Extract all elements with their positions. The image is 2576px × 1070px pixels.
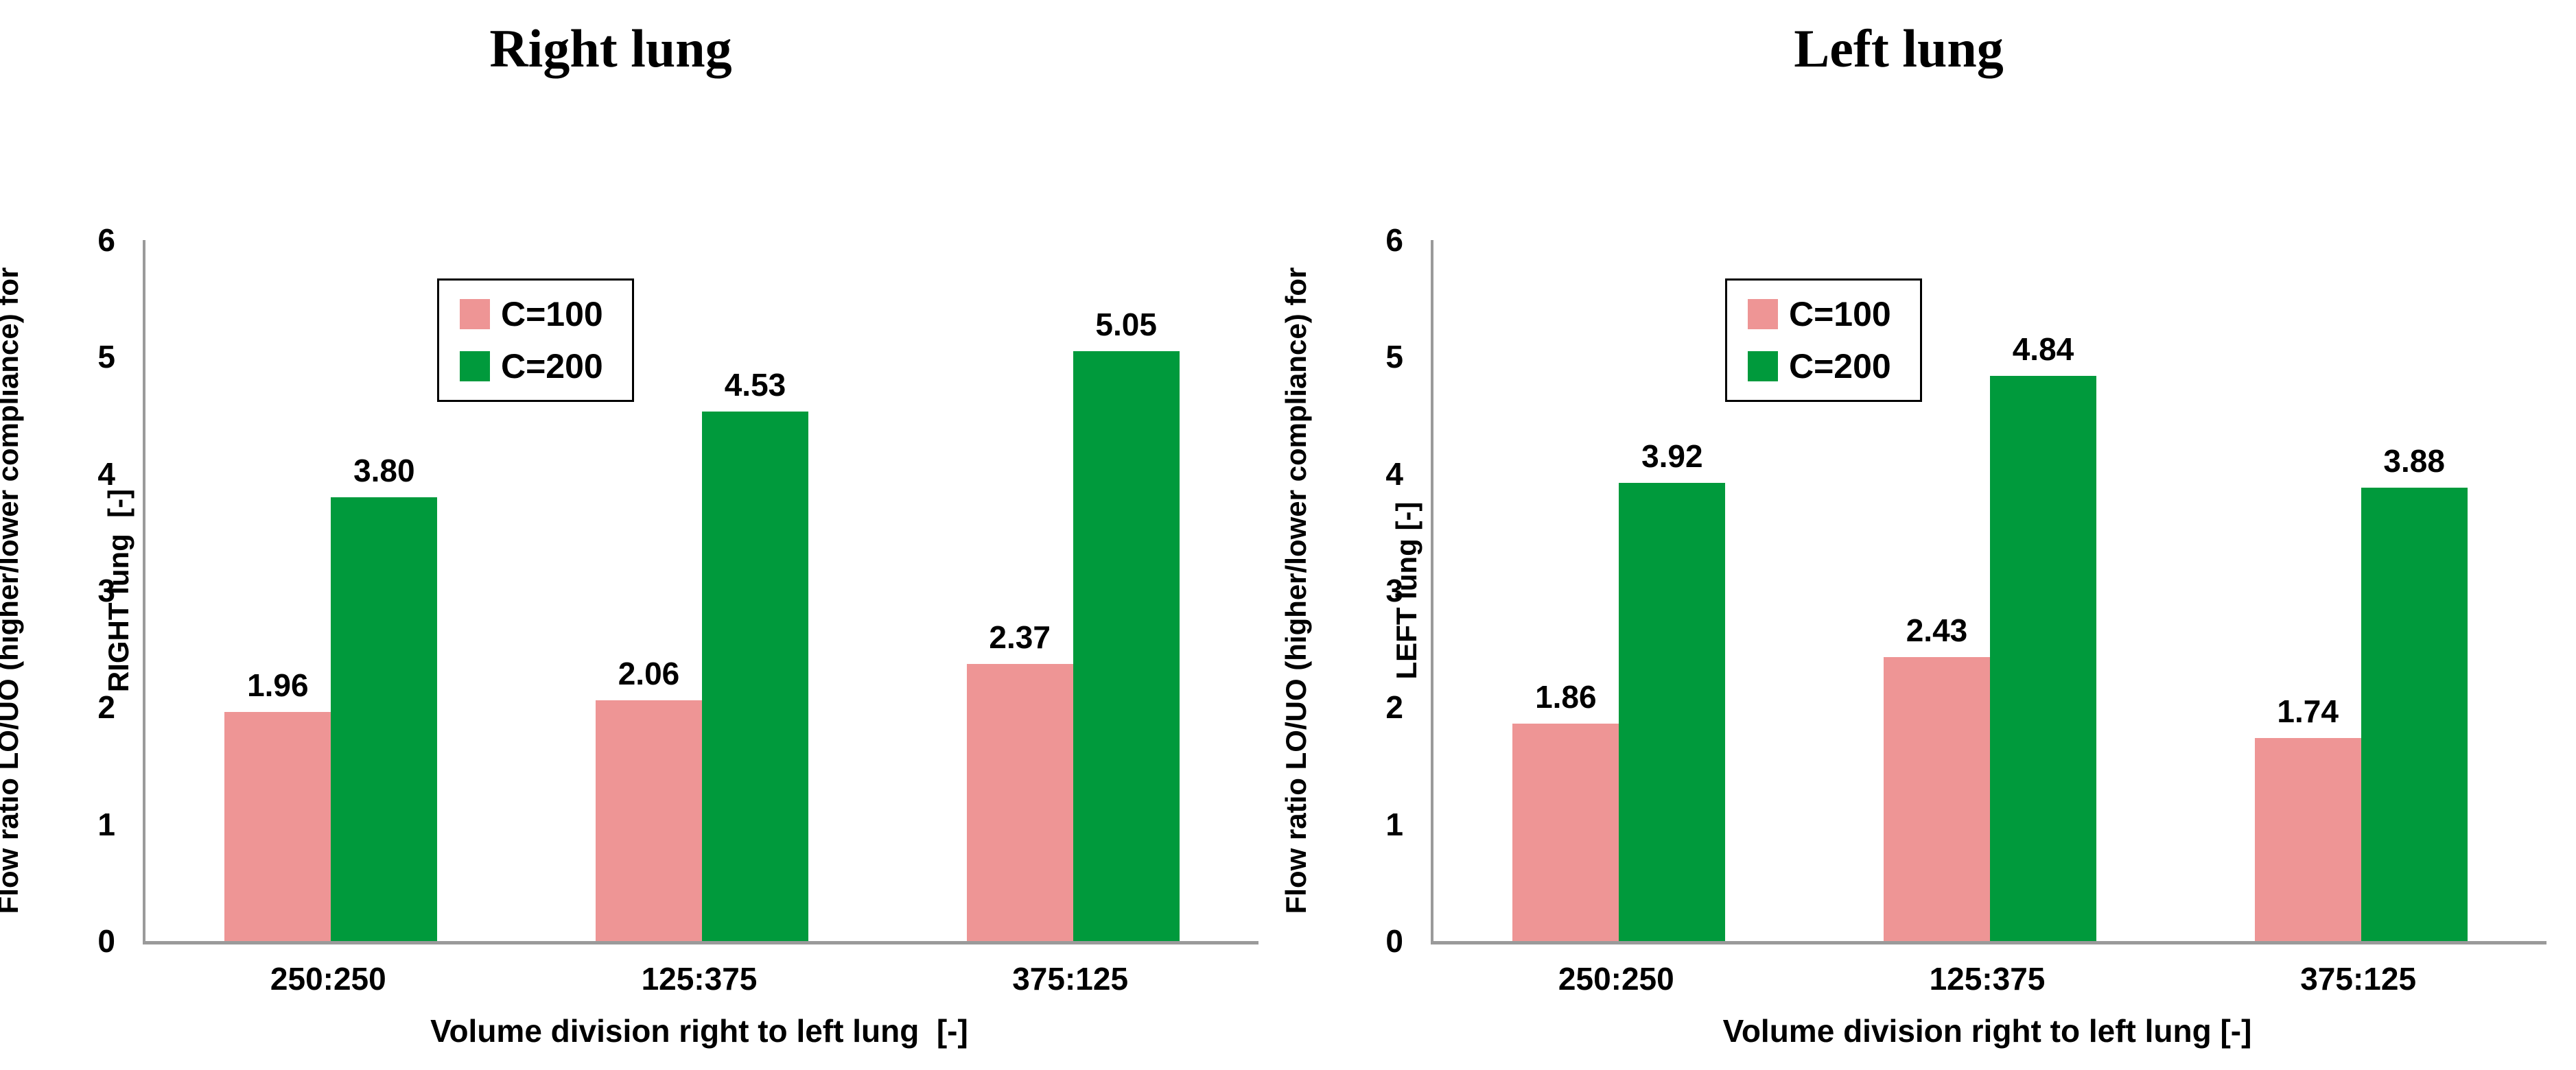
bar-c100	[224, 712, 331, 941]
y-tick-label: 4	[97, 455, 115, 492]
chart-title: Left lung	[1794, 19, 2004, 78]
bar-column-c100: 1.74	[2254, 693, 2361, 941]
bar-c200	[1073, 351, 1180, 941]
right-lung-chart: Right lung Flow ratio LO/UO (higher/lowe…	[0, 19, 1258, 1049]
bar-c100	[2254, 738, 2361, 941]
legend-label: C=200	[501, 347, 603, 385]
bar-c200	[1989, 376, 2096, 941]
legend: C=100 C=200	[437, 278, 634, 402]
x-tick-labels: 250:250 125:375 375:125	[143, 963, 1256, 995]
plot-area: C=100 C=200 1.86 3.92 2.43 4.84 1.74 3.88	[1431, 240, 2546, 944]
bar-value-label: 4.84	[2012, 331, 2074, 367]
left-lung-chart: Left lung Flow ratio LO/UO (higher/lower…	[1280, 0, 2576, 1070]
y-tick-labels: 0 1 2 3 4 5 6	[1288, 224, 1403, 957]
x-axis-title: Volume division right to left lung [-]	[430, 1013, 968, 1049]
bar-group: 2.37 5.05	[966, 309, 1180, 941]
x-axis-title: Volume division right to left lung [-]	[1722, 1013, 2252, 1049]
bar-value-label: 3.80	[353, 453, 415, 488]
y-tick-label: 0	[97, 923, 115, 959]
bar-column-c200: 3.88	[2361, 445, 2468, 941]
x-tick-label: 250:250	[1558, 961, 1674, 997]
legend-label: C=200	[1789, 347, 1891, 385]
bar-column-c200: 3.80	[331, 453, 438, 941]
y-tick-label: 5	[1385, 339, 1403, 375]
bar-c200	[701, 412, 808, 941]
x-tick-label: 375:125	[2300, 961, 2417, 997]
bar-column-c100: 1.96	[224, 669, 331, 941]
y-tick-label: 2	[1385, 689, 1403, 726]
y-tick-label: 5	[97, 339, 115, 375]
y-tick-label: 6	[1385, 222, 1403, 258]
legend-row: C=200	[460, 349, 603, 383]
plot-area: C=100 C=200 1.96 3.80 2.06 4.53 2.37 5.05	[143, 240, 1258, 944]
legend-label: C=100	[1789, 295, 1891, 333]
bar-column-c100: 1.86	[1512, 681, 1619, 941]
y-tick-label: 1	[1385, 806, 1403, 842]
x-tick-labels: 250:250 125:375 375:125	[1431, 963, 2544, 995]
bar-c200	[2361, 488, 2468, 941]
legend-swatch-c100	[1748, 299, 1778, 329]
bar-column-c100: 2.43	[1883, 613, 1990, 941]
legend-swatch-c200	[1748, 351, 1778, 381]
bar-value-label: 1.86	[1535, 679, 1597, 715]
y-tick-label: 0	[1385, 923, 1403, 959]
bar-group: 1.74 3.88	[2254, 445, 2468, 941]
bar-column-c200: 5.05	[1073, 309, 1180, 941]
bar-column-c200: 4.84	[1989, 331, 2096, 941]
x-tick-label: 125:375	[641, 961, 758, 997]
bar-value-label: 3.92	[1641, 438, 1703, 474]
bar-c100	[1883, 657, 1990, 941]
legend-row: C=200	[1748, 349, 1891, 383]
bar-group: 2.06 4.53	[595, 367, 808, 941]
y-tick-labels: 0 1 2 3 4 5 6	[0, 224, 115, 957]
y-tick-label: 6	[97, 222, 115, 258]
bar-column-c200: 3.92	[1619, 438, 1726, 941]
y-tick-label: 3	[1385, 573, 1403, 608]
bar-c200	[331, 497, 438, 941]
bar-c100	[966, 664, 1073, 941]
bar-value-label: 2.37	[989, 619, 1051, 655]
bar-value-label: 3.88	[2383, 443, 2445, 479]
legend-row: C=100	[1748, 297, 1891, 331]
bar-column-c200: 4.53	[701, 367, 808, 941]
x-tick-label: 250:250	[270, 961, 386, 997]
bar-value-label: 1.74	[2277, 693, 2339, 729]
bar-value-label: 5.05	[1095, 307, 1157, 342]
bar-column-c100: 2.37	[966, 619, 1073, 941]
bar-value-label: 1.96	[247, 667, 309, 703]
bar-value-label: 2.43	[1906, 613, 1968, 648]
chart-title: Right lung	[489, 19, 732, 78]
bar-value-label: 4.53	[724, 367, 786, 403]
bar-column-c100: 2.06	[595, 656, 702, 941]
bar-group: 2.43 4.84	[1883, 331, 2096, 941]
y-tick-label: 4	[1385, 455, 1403, 492]
x-tick-label: 375:125	[1012, 961, 1129, 997]
bar-c200	[1619, 483, 1726, 941]
legend-row: C=100	[460, 297, 603, 331]
bar-c100	[595, 700, 702, 941]
legend-label: C=100	[501, 295, 603, 333]
y-tick-label: 2	[97, 689, 115, 726]
x-tick-label: 125:375	[1929, 961, 2046, 997]
legend-swatch-c100	[460, 299, 490, 329]
legend: C=100 C=200	[1725, 278, 1922, 402]
y-tick-label: 1	[97, 806, 115, 842]
bar-c100	[1512, 724, 1619, 941]
bar-value-label: 2.06	[618, 656, 680, 691]
bar-group: 1.86 3.92	[1512, 438, 1726, 941]
legend-swatch-c200	[460, 351, 490, 381]
bar-group: 1.96 3.80	[224, 453, 438, 941]
y-tick-label: 3	[97, 573, 115, 608]
